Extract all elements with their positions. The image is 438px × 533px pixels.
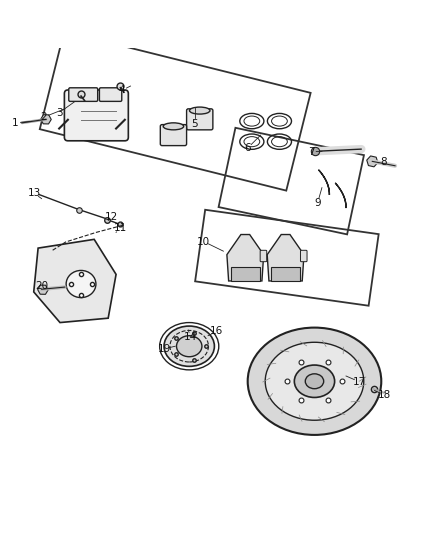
Ellipse shape xyxy=(177,336,202,357)
Text: 7: 7 xyxy=(307,147,314,157)
FancyBboxPatch shape xyxy=(160,125,187,146)
Text: 13: 13 xyxy=(28,188,41,198)
Ellipse shape xyxy=(247,328,381,435)
Polygon shape xyxy=(267,235,304,281)
Polygon shape xyxy=(227,235,264,281)
Ellipse shape xyxy=(265,342,364,420)
Text: 2: 2 xyxy=(40,112,47,122)
Polygon shape xyxy=(34,239,116,322)
Text: 20: 20 xyxy=(35,281,48,291)
Ellipse shape xyxy=(164,326,215,366)
FancyBboxPatch shape xyxy=(99,88,122,101)
Ellipse shape xyxy=(294,365,335,398)
FancyBboxPatch shape xyxy=(187,109,213,130)
Text: 1: 1 xyxy=(12,118,19,128)
FancyBboxPatch shape xyxy=(64,90,128,141)
Text: 3: 3 xyxy=(56,108,63,118)
Text: 8: 8 xyxy=(380,157,387,167)
Ellipse shape xyxy=(190,107,210,114)
Text: 10: 10 xyxy=(197,237,210,247)
Ellipse shape xyxy=(163,123,184,130)
Polygon shape xyxy=(271,266,300,281)
Text: 17: 17 xyxy=(353,377,366,387)
Text: 5: 5 xyxy=(191,119,198,128)
FancyBboxPatch shape xyxy=(260,251,267,262)
Text: 6: 6 xyxy=(244,143,251,154)
Text: 16: 16 xyxy=(210,326,223,336)
Text: 11: 11 xyxy=(114,223,127,233)
Text: 9: 9 xyxy=(314,198,321,208)
Polygon shape xyxy=(231,266,260,281)
Text: 14: 14 xyxy=(184,333,197,343)
Text: 19: 19 xyxy=(158,344,171,354)
Text: 12: 12 xyxy=(105,212,118,222)
Text: 4: 4 xyxy=(118,85,125,95)
Text: 18: 18 xyxy=(378,390,391,400)
Ellipse shape xyxy=(305,374,324,389)
FancyBboxPatch shape xyxy=(69,88,98,101)
FancyBboxPatch shape xyxy=(300,251,307,262)
Ellipse shape xyxy=(66,270,96,297)
